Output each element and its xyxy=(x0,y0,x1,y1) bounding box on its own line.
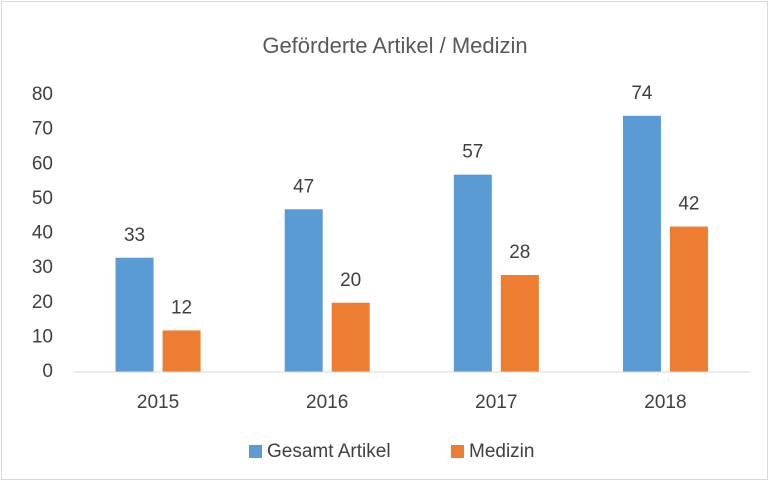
bar xyxy=(453,174,492,372)
x-tick-label: 2017 xyxy=(475,392,517,413)
data-label: 47 xyxy=(293,176,314,197)
data-label: 42 xyxy=(678,194,699,215)
bar xyxy=(162,330,201,372)
y-tick-label: 80 xyxy=(32,84,53,105)
legend-swatch xyxy=(451,445,464,458)
bar xyxy=(115,257,154,372)
y-tick-label: 10 xyxy=(32,326,53,347)
bar xyxy=(500,275,539,372)
data-label: 20 xyxy=(340,270,361,291)
bar xyxy=(669,226,708,372)
legend-label: Medizin xyxy=(469,441,534,462)
y-tick-label: 50 xyxy=(32,188,53,209)
y-tick-label: 20 xyxy=(32,292,53,313)
y-tick-label: 60 xyxy=(32,153,53,174)
x-tick-label: 2015 xyxy=(137,392,179,413)
y-tick-label: 0 xyxy=(42,361,53,382)
chart-title: Geförderte Artikel / Medizin xyxy=(262,33,527,58)
data-label: 12 xyxy=(171,297,192,318)
legend-swatch xyxy=(249,445,262,458)
bar xyxy=(284,209,323,372)
y-tick-label: 30 xyxy=(32,257,53,278)
data-label: 74 xyxy=(631,83,653,104)
data-label: 57 xyxy=(462,142,483,163)
data-label: 28 xyxy=(509,242,530,263)
data-label: 33 xyxy=(124,225,145,246)
y-tick-label: 40 xyxy=(32,223,53,244)
x-tick-label: 2018 xyxy=(644,392,686,413)
legend-label: Gesamt Artikel xyxy=(267,441,391,462)
bar xyxy=(331,302,370,372)
y-tick-label: 70 xyxy=(32,119,53,140)
x-tick-label: 2016 xyxy=(306,392,348,413)
bar xyxy=(622,115,661,373)
